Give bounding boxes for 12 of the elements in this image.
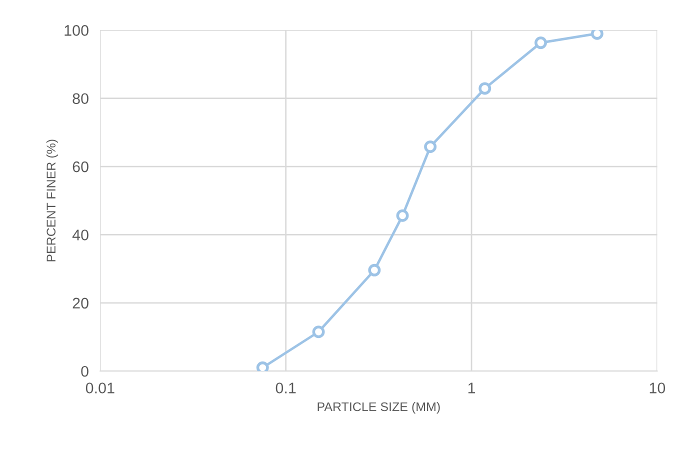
x-tick-label: 0.1 [276, 382, 296, 394]
y-tick-label: 40 [72, 230, 88, 240]
x-tick-label: 1 [468, 382, 476, 394]
y-tick-label: 20 [72, 298, 88, 309]
y-axis-title: PERCENT FINER (%) [46, 140, 58, 262]
y-tick-label: 100 [64, 25, 88, 36]
x-axis-title: PARTICLE SIZE (MM) [318, 402, 440, 414]
x-tick-label: 0.01 [86, 382, 114, 394]
y-tick-label: 80 [72, 93, 88, 104]
x-tick-label: 10 [650, 382, 666, 394]
y-tick-label: 60 [72, 161, 88, 172]
y-tick-label: 0 [81, 366, 88, 377]
